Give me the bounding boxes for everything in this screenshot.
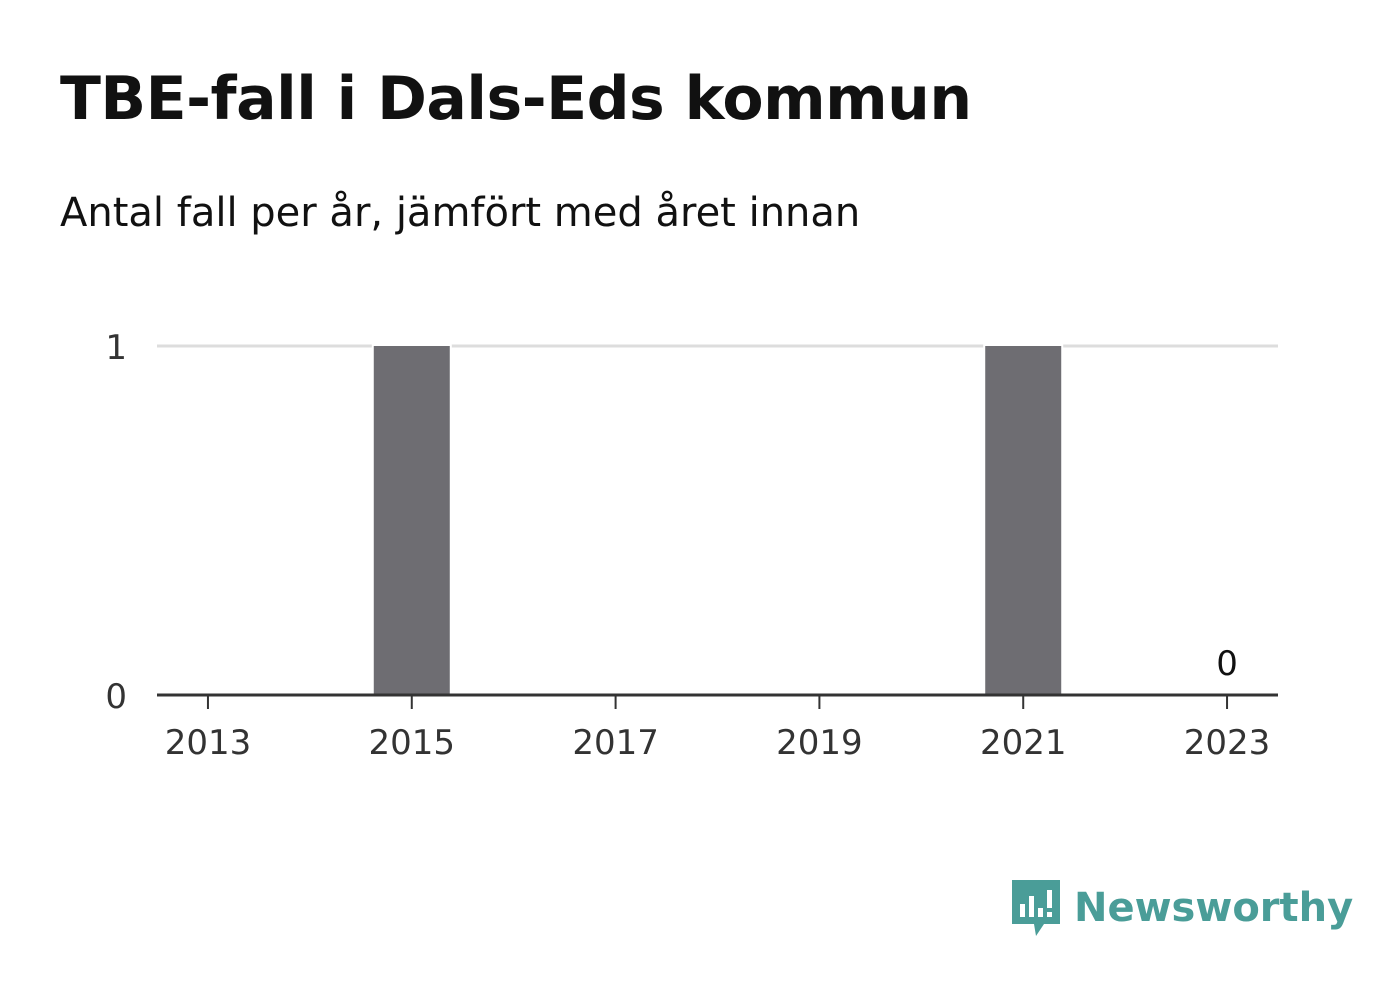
chart-subtitle: Antal fall per år, jämfört med året inna… bbox=[60, 190, 861, 236]
y-tick-label: 0 bbox=[105, 677, 127, 717]
x-tick-label: 2013 bbox=[165, 723, 252, 763]
brand-logo: Newsworthy bbox=[1010, 878, 1353, 938]
bar bbox=[371, 344, 452, 697]
y-tick-label: 1 bbox=[105, 328, 127, 368]
data-label: 0 bbox=[1216, 644, 1238, 684]
x-tick-label: 2015 bbox=[369, 723, 456, 763]
x-tick-label: 2017 bbox=[572, 723, 659, 763]
x-tick-label: 2023 bbox=[1184, 723, 1271, 763]
bar bbox=[983, 344, 1064, 697]
bar-chart-speech-bubble-icon bbox=[1012, 880, 1060, 936]
chart-title: TBE-fall i Dals-Eds kommun bbox=[60, 64, 972, 134]
x-tick-label: 2019 bbox=[776, 723, 863, 763]
brand-name: Newsworthy bbox=[1074, 885, 1354, 931]
x-tick-label: 2021 bbox=[980, 723, 1067, 763]
